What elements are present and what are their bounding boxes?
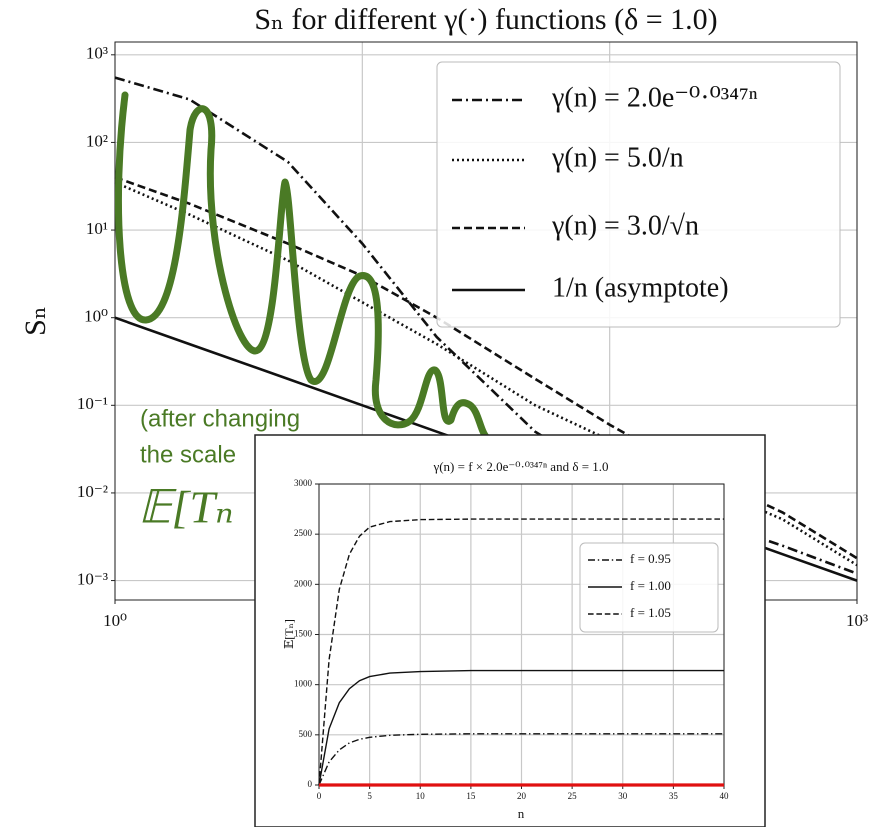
legend-label: f = 0.95 <box>630 551 671 566</box>
y-tick-label: 10¹ <box>86 219 108 238</box>
x-tick-label: 25 <box>568 791 578 801</box>
inset-chart: 0 5 10 15 20 25 30 35 40 0 500 1000 1500 2000 2500 3000… <box>254 434 766 827</box>
legend-label: γ(n) = 5.0/n <box>551 142 684 173</box>
x-tick-label: 5 <box>367 791 372 801</box>
y-tick-label: 10⁻¹ <box>77 394 108 413</box>
x-tick-label: 40 <box>720 791 730 801</box>
y-tick-label: 3000 <box>294 478 313 488</box>
annotation: (after changing the scale 𝔼[Tₙ <box>114 91 494 533</box>
y-tick-label: 2000 <box>294 578 313 588</box>
legend-label: f = 1.05 <box>630 605 671 620</box>
annotation-text: (after changing <box>140 405 300 432</box>
x-tick-label: 15 <box>466 791 476 801</box>
y-tick-label: 2500 <box>294 528 313 538</box>
legend-label: γ(n) = 2.0e⁻⁰·⁰³⁴⁷ⁿ <box>551 82 758 113</box>
x-tick-label: 20 <box>517 791 527 801</box>
y-tick-label: 10⁰ <box>84 307 108 326</box>
legend-box <box>436 61 841 328</box>
annotation-text: 𝔼[Tₙ <box>138 482 234 533</box>
y-tick-label: 1500 <box>294 629 313 639</box>
x-tick-label: 35 <box>669 791 679 801</box>
legend-box <box>579 542 719 633</box>
series-line <box>318 669 724 786</box>
y-tick-label: 10⁻³ <box>77 569 108 588</box>
legend-label: γ(n) = 3.0/√n <box>551 210 699 241</box>
x-tick-label: 10³ <box>846 611 868 630</box>
y-tick-label: 500 <box>299 729 313 739</box>
legend-label: 1/n (asymptote) <box>552 272 729 303</box>
x-tick-label: 0 <box>317 791 322 801</box>
x-tick-label: 30 <box>618 791 628 801</box>
chart-title: Sₙ for different γ(·) functions (δ = 1.0… <box>254 3 717 36</box>
x-tick-label: 10 <box>416 791 426 801</box>
x-tick-label: 10⁰ <box>103 611 127 630</box>
y-tick-label: 10³ <box>86 44 108 63</box>
y-tick-label: 10⁻² <box>77 482 108 501</box>
y-axis-label: 𝔼[Tₙ] <box>282 619 296 649</box>
x-axis-label: n <box>518 806 525 821</box>
y-tick-label: 0 <box>308 779 313 789</box>
series-line <box>318 733 724 786</box>
series-line <box>114 176 858 560</box>
y-tick-label: 10² <box>86 131 108 150</box>
annotation-text: the scale <box>140 441 236 468</box>
chart-title: γ(n) = f × 2.0e⁻⁰·⁰³⁴⁷ⁿ and δ = 1.0 <box>432 459 608 474</box>
y-tick-label: 1000 <box>294 679 313 689</box>
scribble <box>114 91 494 444</box>
series-line <box>318 518 724 786</box>
y-axis-label: Sₙ <box>19 306 52 336</box>
legend-label: f = 1.00 <box>630 578 671 593</box>
